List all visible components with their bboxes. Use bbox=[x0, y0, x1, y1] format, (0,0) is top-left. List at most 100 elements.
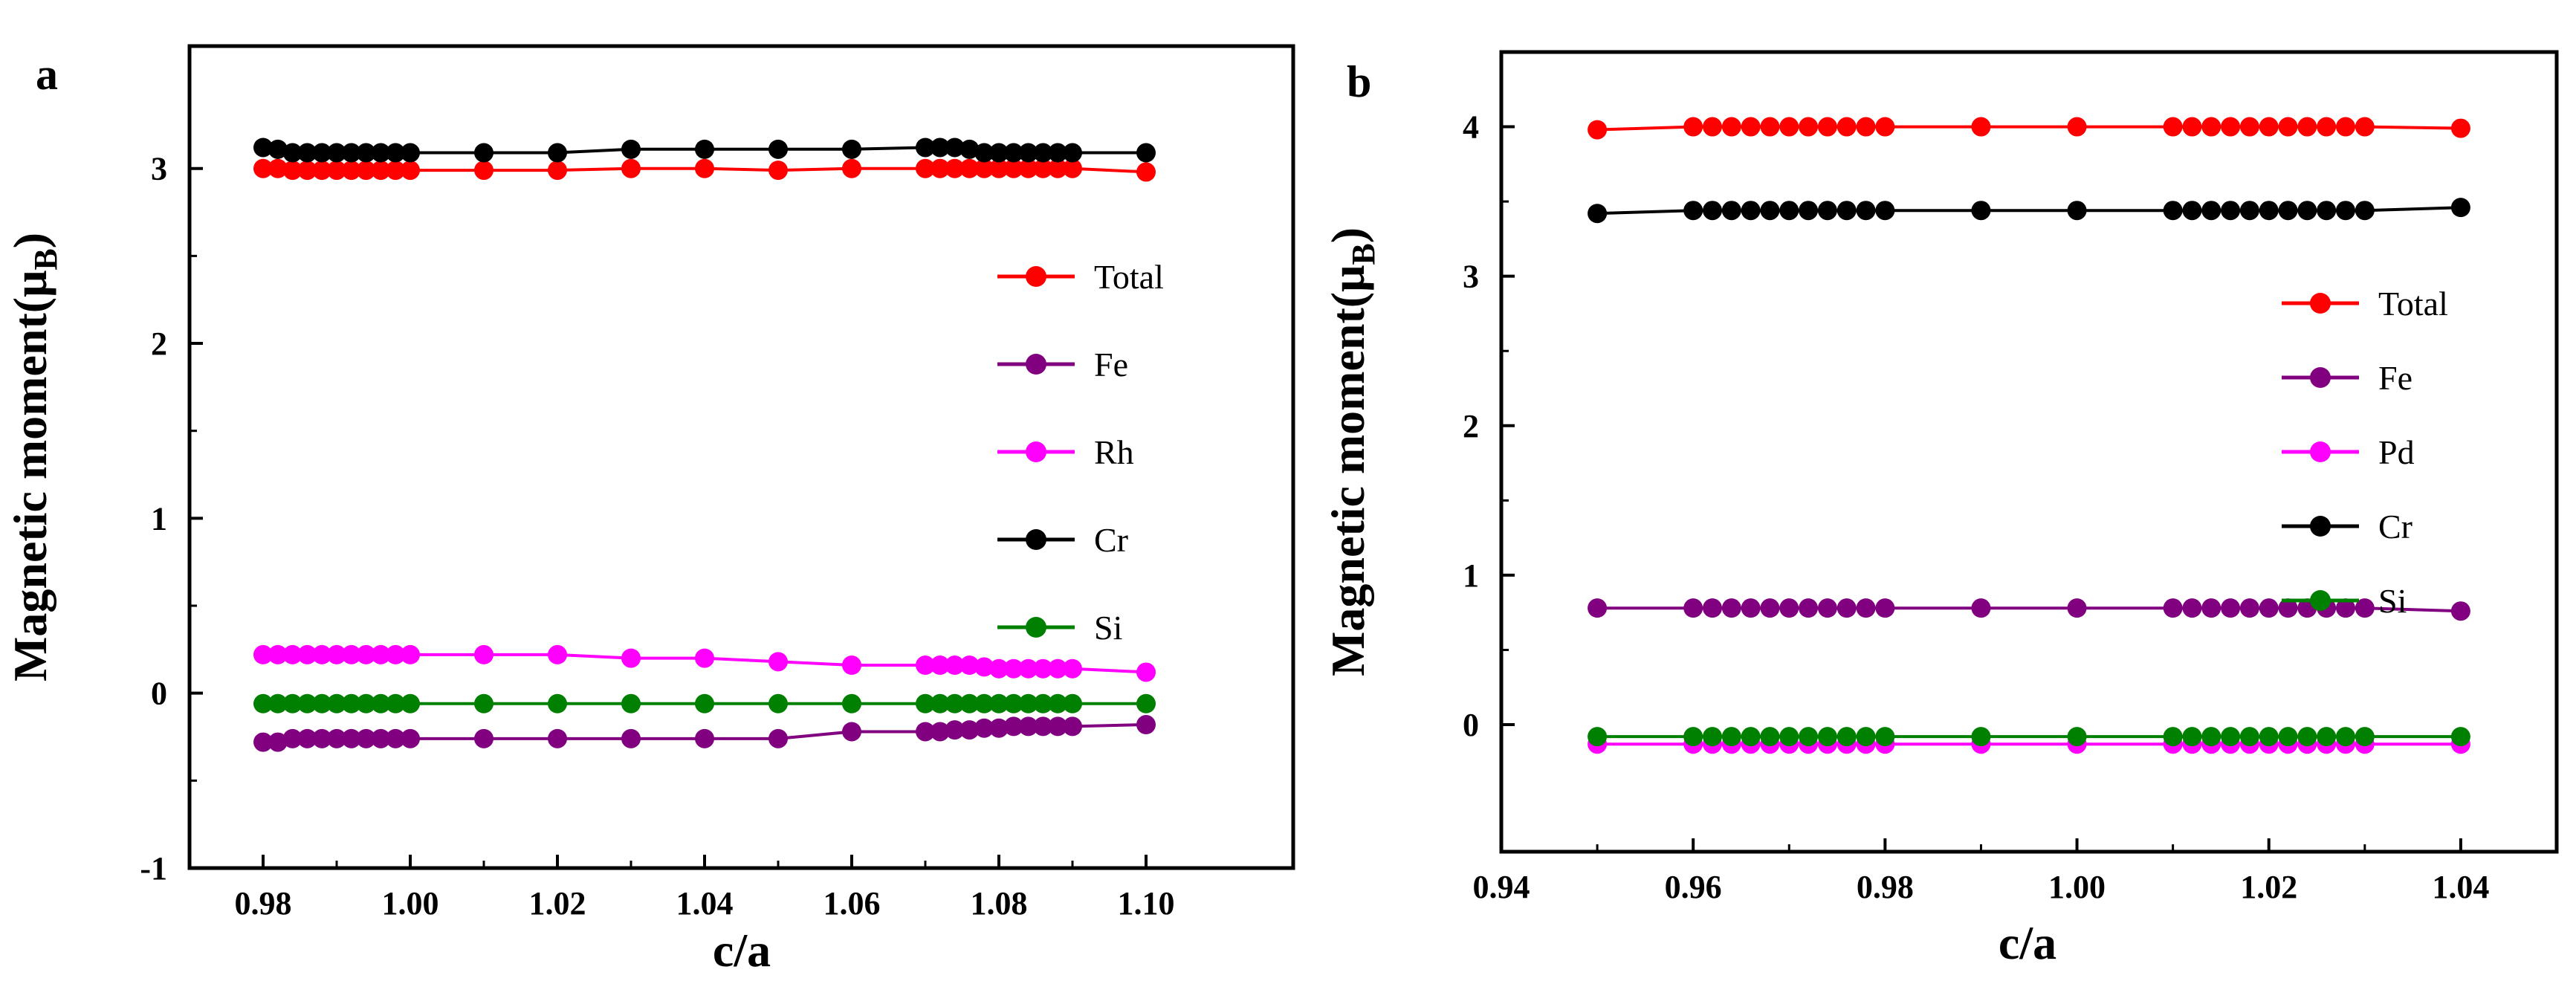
panel-a: 0.98 1.00 1.02 1.04 1.06 1.08 1.10 -1 0 1 2 3 Total F… bbox=[4, 44, 1295, 977]
data-point-cr bbox=[371, 143, 391, 163]
data-point-total bbox=[1856, 117, 1876, 137]
legend-label-fe: Fe bbox=[2378, 359, 2412, 397]
data-point-cr bbox=[1588, 204, 1608, 224]
data-point-fe bbox=[401, 728, 420, 748]
data-point-cr bbox=[1856, 201, 1876, 221]
data-point-rh bbox=[621, 648, 641, 668]
data-point-total bbox=[959, 158, 980, 178]
data-point-total bbox=[1721, 117, 1741, 137]
legend-marker bbox=[2310, 441, 2331, 462]
x-tick-label: 0.98 bbox=[235, 885, 292, 922]
data-point-total bbox=[916, 158, 935, 178]
data-point-cr bbox=[2317, 201, 2337, 221]
x-tick-label: 1.04 bbox=[676, 885, 734, 922]
data-point-si bbox=[2221, 727, 2241, 747]
data-point-cr bbox=[1033, 143, 1053, 163]
data-point-cr bbox=[341, 143, 361, 163]
data-point-fe bbox=[1033, 716, 1053, 737]
data-point-cr bbox=[2259, 201, 2279, 221]
data-point-total bbox=[1063, 158, 1082, 178]
data-point-fe bbox=[989, 718, 1009, 738]
data-point-cr bbox=[1836, 201, 1857, 221]
data-point-si bbox=[621, 693, 641, 713]
data-point-rh bbox=[297, 644, 317, 664]
data-point-cr bbox=[2201, 201, 2221, 221]
data-point-cr bbox=[1063, 143, 1082, 163]
data-point-total bbox=[401, 161, 420, 181]
data-point-si bbox=[959, 693, 980, 713]
data-point-total bbox=[371, 161, 391, 181]
legend-marker bbox=[2310, 516, 2331, 537]
data-point-cr bbox=[312, 143, 332, 163]
data-point-si bbox=[356, 693, 376, 713]
data-point-total bbox=[2336, 117, 2355, 137]
data-point-si bbox=[2201, 727, 2221, 747]
legend-marker bbox=[1026, 441, 1046, 462]
data-point-fe bbox=[312, 728, 332, 748]
data-point-rh bbox=[327, 644, 346, 664]
data-point-cr bbox=[1875, 201, 1895, 221]
data-point-cr bbox=[2067, 201, 2087, 221]
x-tick-label: 1.02 bbox=[529, 885, 586, 922]
data-point-si bbox=[2355, 727, 2375, 747]
data-point-total bbox=[1741, 117, 1761, 137]
legend-label-pd: Pd bbox=[2378, 433, 2415, 471]
data-point-si bbox=[1836, 727, 1857, 747]
data-point-rh bbox=[1048, 658, 1068, 679]
data-point-cr bbox=[974, 143, 994, 163]
data-point-cr bbox=[1048, 143, 1068, 163]
data-point-rh bbox=[1063, 658, 1082, 679]
data-point-si bbox=[1703, 727, 1722, 747]
data-point-fe bbox=[2221, 598, 2241, 618]
data-point-cr bbox=[282, 143, 302, 163]
data-point-rh bbox=[842, 656, 861, 676]
data-point-total bbox=[842, 158, 861, 178]
data-point-total bbox=[282, 161, 302, 181]
data-point-rh bbox=[371, 644, 391, 664]
data-point-si bbox=[1018, 693, 1038, 713]
data-point-fe bbox=[327, 728, 346, 748]
data-point-si bbox=[1741, 727, 1761, 747]
data-point-rh bbox=[548, 644, 567, 664]
data-point-fe bbox=[2239, 598, 2259, 618]
data-point-fe bbox=[2450, 601, 2470, 621]
data-point-si bbox=[768, 693, 788, 713]
data-point-si bbox=[2163, 727, 2183, 747]
data-point-total bbox=[1817, 117, 1837, 137]
data-point-fe bbox=[1063, 716, 1082, 737]
legend-label-total: Total bbox=[1094, 258, 1164, 296]
data-point-rh bbox=[268, 644, 288, 664]
data-point-si bbox=[474, 693, 493, 713]
x-tick-label: 0.94 bbox=[1473, 869, 1530, 905]
y-tick-label: 0 bbox=[151, 676, 167, 712]
data-point-fe bbox=[371, 728, 391, 748]
panel-label: a bbox=[36, 50, 58, 99]
x-tick-label: 0.98 bbox=[1857, 869, 1914, 905]
data-point-total bbox=[253, 158, 273, 178]
data-point-cr bbox=[1703, 201, 1722, 221]
data-point-cr bbox=[327, 143, 346, 163]
x-tick-label: 1.00 bbox=[2048, 869, 2106, 905]
y-axis-title: Magnetic moment(μB) bbox=[1321, 227, 1382, 676]
legend-marker bbox=[1026, 617, 1046, 638]
data-point-rh bbox=[974, 657, 994, 677]
data-point-fe bbox=[1721, 598, 1741, 618]
data-point-fe bbox=[341, 728, 361, 748]
y-axis-title-main: Magnetic moment(μ bbox=[1321, 265, 1374, 676]
legend-marker bbox=[2310, 293, 2331, 314]
data-point-si bbox=[297, 693, 317, 713]
data-point-rh bbox=[253, 644, 273, 664]
data-point-fe bbox=[1136, 715, 1156, 735]
data-point-cr bbox=[2336, 201, 2355, 221]
data-point-si bbox=[1721, 727, 1741, 747]
data-point-fe bbox=[1048, 716, 1068, 737]
data-point-si bbox=[253, 693, 273, 713]
data-point-si bbox=[1588, 727, 1608, 747]
data-point-cr bbox=[916, 137, 935, 158]
data-point-si bbox=[930, 693, 950, 713]
data-point-total bbox=[1779, 117, 1799, 137]
data-point-si bbox=[1856, 727, 1876, 747]
data-point-total bbox=[768, 161, 788, 181]
plot-frame bbox=[187, 44, 1295, 870]
legend-label-rh: Rh bbox=[1094, 433, 1134, 471]
